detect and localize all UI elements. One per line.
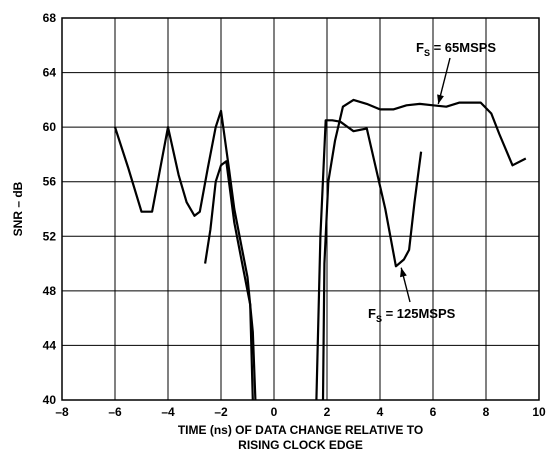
x-tick-label: 10 (532, 405, 546, 419)
x-tick-label: –8 (55, 405, 69, 419)
series-line-fs-65msps (113, 109, 257, 401)
series-line-fs-125msps (315, 119, 423, 401)
annotation-fs65: FS = 65MSPS (416, 40, 496, 58)
y-tick-label: 52 (43, 229, 57, 243)
annotation-arrowhead-fs65 (437, 94, 444, 104)
x-tick-label: 2 (324, 405, 331, 419)
annotation-arrowhead-fs125 (400, 267, 407, 278)
y-tick-label: 48 (43, 284, 57, 298)
x-tick-label: –6 (108, 405, 122, 419)
y-tick-label: 60 (43, 120, 57, 134)
annotation-fs125: FS = 125MSPS (368, 306, 456, 324)
plot-frame (61, 17, 540, 401)
y-tick-label: 68 (43, 11, 57, 25)
x-axis-label-line-2: RISING CLOCK EDGE (238, 438, 363, 452)
grid-lines (62, 18, 539, 400)
y-tick-label: 64 (43, 66, 57, 80)
x-axis-label-line-1: TIME (ns) OF DATA CHANGE RELATIVE TO (178, 423, 423, 437)
y-axis-label: SNR – dB (11, 181, 25, 236)
series-line-fs-65msps (321, 98, 527, 401)
y-tick-label: 44 (43, 338, 57, 352)
x-tick-label: 6 (430, 405, 437, 419)
x-tick-label: –4 (161, 405, 175, 419)
x-tick-label: 8 (483, 405, 490, 419)
y-tick-label: 40 (43, 393, 57, 407)
x-tick-label: 4 (377, 405, 384, 419)
series-lines (113, 98, 527, 401)
x-tick-label: –2 (214, 405, 228, 419)
series-annotations: FS = 65MSPS FS = 125MSPS (368, 40, 496, 324)
series-line-fs-125msps (204, 160, 254, 401)
y-tick-label: 56 (43, 175, 57, 189)
x-tick-label: 0 (271, 405, 278, 419)
